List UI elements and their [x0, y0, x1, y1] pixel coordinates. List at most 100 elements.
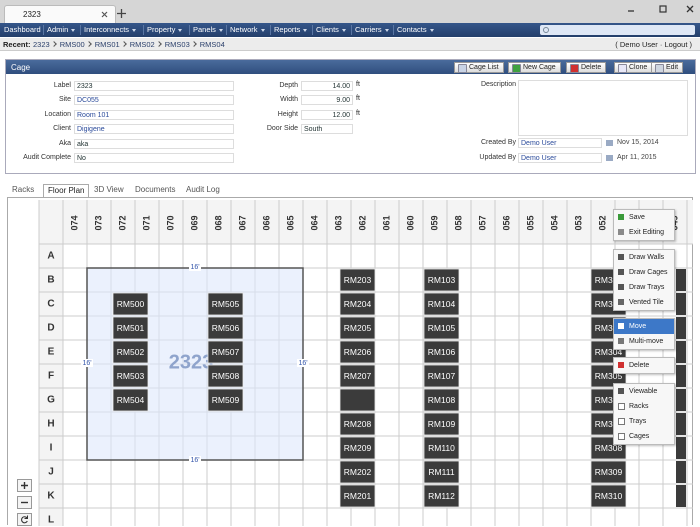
rack-label: RM108 [428, 395, 456, 405]
cage-dimension: 16' [298, 360, 307, 367]
rack[interactable] [676, 317, 686, 339]
menu-label: Save [629, 214, 645, 221]
rack-label: RM208 [344, 419, 372, 429]
rack-label: RM507 [212, 347, 240, 357]
column-label: 066 [261, 215, 271, 230]
menu-item[interactable]: Draw Cages [614, 265, 674, 280]
row-label: D [47, 323, 54, 334]
rack-label: RM112 [428, 491, 455, 501]
column-label: 062 [357, 215, 367, 230]
column-label: 057 [477, 215, 487, 230]
menu-item[interactable]: Vented Tile [614, 295, 674, 310]
menu-item[interactable]: Racks [614, 399, 674, 414]
column-label: 055 [525, 215, 535, 230]
column-label: 053 [573, 215, 583, 230]
menu-icon [618, 254, 624, 260]
column-label: 052 [597, 215, 607, 230]
rack[interactable] [676, 485, 686, 507]
column-label: 073 [93, 215, 103, 230]
rack-label: RM503 [117, 371, 145, 381]
menu-label: Trays [629, 418, 646, 425]
zoom-out[interactable] [17, 496, 32, 509]
menu-item[interactable]: Multi-move [614, 334, 674, 349]
rack[interactable] [676, 341, 686, 363]
checkbox [618, 433, 625, 440]
menu-item[interactable]: Move [614, 319, 674, 334]
column-label: 059 [429, 215, 439, 230]
menu-label: Draw Cages [629, 269, 668, 276]
column-label: 061 [381, 215, 391, 230]
menu-label: Delete [629, 362, 649, 369]
checkbox [618, 403, 625, 410]
menu-label: Cages [629, 433, 649, 440]
menu-icon [618, 284, 624, 290]
row-label: J [48, 467, 54, 478]
column-label: 065 [285, 215, 295, 230]
menu-item[interactable]: Draw Walls [614, 250, 674, 265]
menu-icon [618, 323, 624, 329]
menu-item[interactable]: Save [614, 210, 674, 225]
menu-label: Vented Tile [629, 299, 664, 306]
menu-group: Draw Walls Draw Cages Draw Trays Vented Til… [613, 249, 675, 311]
row-label: G [47, 395, 55, 406]
rack-label: RM111 [428, 467, 454, 477]
column-label: 068 [213, 215, 223, 230]
rack[interactable] [676, 365, 686, 387]
row-label: I [50, 443, 53, 454]
rack-label: RM105 [428, 323, 456, 333]
rack[interactable] [676, 437, 686, 459]
rack-label: RM504 [117, 395, 145, 405]
rack-label: RM205 [344, 323, 372, 333]
menu-label: Draw Trays [629, 284, 664, 291]
column-label: 063 [333, 215, 343, 230]
menu-group: ViewableRacks Trays Cages [613, 383, 675, 445]
menu-item[interactable]: Viewable [614, 384, 674, 399]
rack-label: RM103 [428, 275, 456, 285]
menu-item[interactable]: Delete [614, 358, 674, 373]
menu-group: Delete [613, 357, 675, 374]
menu-icon [618, 269, 624, 275]
menu-group: Save Exit Editing [613, 209, 675, 241]
rack-label: RM501 [117, 323, 145, 333]
column-label: 060 [405, 215, 415, 230]
menu-label: Move [629, 323, 646, 330]
column-label: 072 [117, 215, 127, 230]
menu-icon [618, 229, 624, 235]
rack[interactable] [676, 293, 686, 315]
floor-plan: 0740730720710700690680670660650640630620… [7, 197, 693, 525]
column-label: 070 [165, 215, 175, 230]
column-label: 071 [141, 215, 151, 230]
cage-dimension: 16' [82, 360, 91, 367]
menu-item[interactable]: Trays [614, 414, 674, 429]
zoom-reset[interactable] [17, 513, 32, 526]
rack[interactable] [676, 461, 686, 483]
rack-label: RM204 [344, 299, 372, 309]
rack-label: RM310 [595, 491, 623, 501]
menu-item[interactable]: Exit Editing [614, 225, 674, 240]
row-label: H [47, 419, 54, 430]
row-label: K [47, 491, 55, 502]
menu-item[interactable]: Cages [614, 429, 674, 444]
rack-label: RM505 [212, 299, 240, 309]
rack[interactable] [676, 389, 686, 411]
menu-group: Move Multi-move [613, 318, 675, 350]
column-label: 067 [237, 215, 247, 230]
rack[interactable] [340, 389, 375, 411]
rack-label: RM509 [212, 395, 240, 405]
rack-label: RM109 [428, 419, 456, 429]
rack[interactable] [676, 413, 686, 435]
menu-item[interactable]: Draw Trays [614, 280, 674, 295]
column-label: 069 [189, 215, 199, 230]
cage-label: 2323 [169, 351, 214, 373]
zoom-in[interactable] [17, 479, 32, 492]
row-label: L [48, 515, 54, 526]
column-label: 054 [549, 215, 559, 230]
rack-label: RM508 [212, 371, 240, 381]
menu-label: Draw Walls [629, 254, 664, 261]
column-label: 058 [453, 215, 463, 230]
rack-label: RM203 [344, 275, 372, 285]
checkbox [618, 418, 625, 425]
rack[interactable] [676, 269, 686, 291]
